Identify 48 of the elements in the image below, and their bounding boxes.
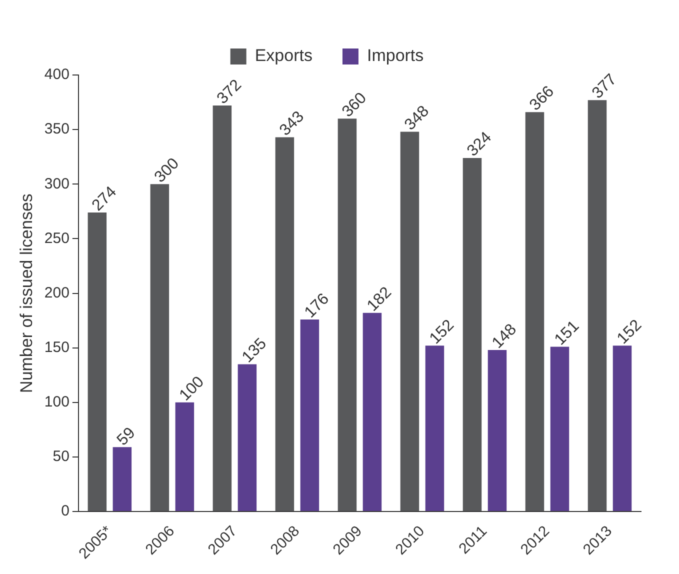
data-label: 176 <box>302 290 333 322</box>
data-label: 100 <box>176 373 208 404</box>
bar <box>462 158 482 512</box>
bar <box>488 350 507 512</box>
bar <box>400 132 420 512</box>
bar <box>150 184 170 512</box>
y-tick-label: 200 <box>44 284 70 302</box>
y-axis-title: Number of issued licenses <box>16 194 36 393</box>
bar <box>175 402 194 512</box>
y-tick-label: 400 <box>44 66 70 84</box>
data-label: 148 <box>489 321 520 352</box>
y-tick-label: 50 <box>52 448 70 466</box>
data-label: 343 <box>276 108 308 140</box>
data-label: 152 <box>614 316 646 348</box>
data-label: 135 <box>239 335 270 366</box>
bar <box>425 346 444 512</box>
bar <box>238 364 257 512</box>
data-label: 182 <box>364 284 396 315</box>
legend-label: Imports <box>366 46 424 66</box>
bar <box>525 112 544 512</box>
data-label: 360 <box>339 90 370 121</box>
data-label: 348 <box>402 102 433 134</box>
bar <box>112 447 132 512</box>
bar <box>300 319 320 512</box>
bar <box>550 346 570 512</box>
legend-label: Exports <box>254 46 312 66</box>
data-label: 151 <box>552 318 583 349</box>
bar <box>338 118 357 512</box>
bar <box>588 100 607 512</box>
y-tick-label: 0 <box>61 502 70 520</box>
data-label: 59 <box>114 424 139 450</box>
y-tick-label: 350 <box>44 120 70 138</box>
bar <box>362 312 382 512</box>
y-tick-label: 150 <box>44 338 70 356</box>
bar <box>275 137 294 512</box>
bar <box>212 106 232 512</box>
data-label: 274 <box>89 183 120 214</box>
data-label: 366 <box>526 83 558 114</box>
bar <box>88 212 107 512</box>
y-tick-label: 250 <box>44 230 70 247</box>
data-label: 377 <box>589 71 620 102</box>
bar <box>612 346 632 512</box>
data-label: 152 <box>426 316 458 348</box>
data-label: 300 <box>152 155 183 186</box>
data-label: 372 <box>214 76 246 108</box>
y-tick-label: 100 <box>44 394 70 411</box>
data-label: 324 <box>464 128 496 160</box>
y-tick-label: 300 <box>44 175 70 192</box>
